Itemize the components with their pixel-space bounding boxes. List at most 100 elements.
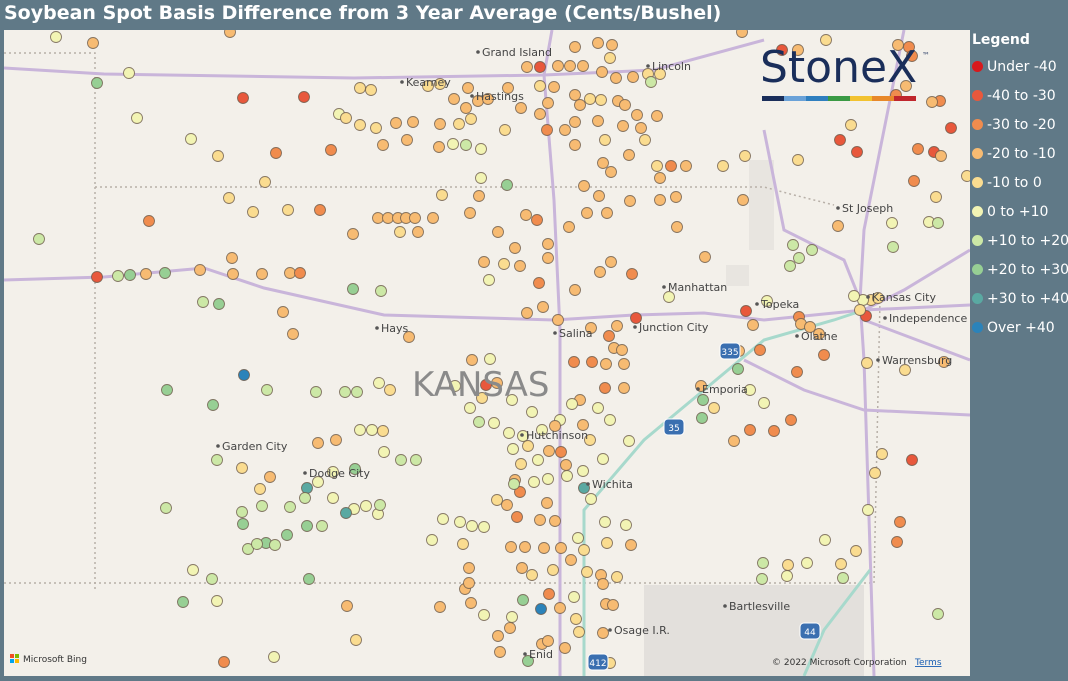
city-label: St Joseph [842, 202, 893, 215]
station-dot [618, 358, 630, 370]
station-dot [91, 271, 103, 283]
logo-text: StoneX [760, 42, 917, 93]
station-dot [578, 544, 590, 556]
bing-logo [10, 659, 14, 663]
station-dot [460, 139, 472, 151]
station-dot [482, 93, 494, 105]
legend-item[interactable]: -20 to -10 [972, 139, 1068, 168]
station-dot [501, 179, 513, 191]
station-dot [623, 149, 635, 161]
legend-item[interactable]: Over +40 [972, 313, 1068, 342]
station-dot [256, 268, 268, 280]
legend-item[interactable]: +30 to +40 [972, 284, 1068, 313]
station-dot [781, 570, 793, 582]
station-dot [818, 349, 830, 361]
station-dot [395, 454, 407, 466]
station-dot [584, 434, 596, 446]
station-dot [837, 572, 849, 584]
station-dot [561, 470, 573, 482]
station-dot [559, 124, 571, 136]
legend-item[interactable]: 0 to +10 [972, 197, 1068, 226]
station-dot [747, 319, 759, 331]
city-label: Osage I.R. [614, 624, 670, 637]
city-label: Wichita [592, 478, 633, 491]
station-dot [504, 622, 516, 634]
station-dot [599, 134, 611, 146]
legend-item[interactable]: -30 to -20 [972, 110, 1068, 139]
station-dot [211, 595, 223, 607]
station-dot [303, 573, 315, 585]
station-dot [310, 386, 322, 398]
station-dot [961, 170, 970, 182]
station-dot [340, 507, 352, 519]
station-dot [624, 195, 636, 207]
station-dot [508, 478, 520, 490]
legend-item[interactable]: -40 to -30 [972, 81, 1068, 110]
station-dot [492, 226, 504, 238]
station-dot [654, 68, 666, 80]
station-dot [869, 467, 881, 479]
station-dot [327, 466, 339, 478]
city-marker [883, 316, 887, 320]
station-dot [732, 363, 744, 375]
station-dot [473, 416, 485, 428]
city-label: Kearney [406, 76, 451, 89]
city-marker [633, 325, 637, 329]
station-dot [572, 532, 584, 544]
station-dot [935, 150, 947, 162]
station-dot [565, 554, 577, 566]
logo-bar [806, 96, 828, 101]
station-dot [287, 328, 299, 340]
station-dot [206, 573, 218, 585]
station-dot [475, 172, 487, 184]
station-dot [526, 569, 538, 581]
legend-swatch [972, 206, 983, 217]
station-dot [776, 44, 788, 56]
station-dot [787, 239, 799, 251]
station-dot [516, 562, 528, 574]
legend-item[interactable]: Under -40 [972, 52, 1068, 81]
logo-bar [762, 96, 784, 101]
station-dot [511, 511, 523, 523]
station-dot [577, 465, 589, 477]
station-dot [900, 80, 912, 92]
station-dot [160, 502, 172, 514]
station-dot [434, 118, 446, 130]
station-dot [261, 384, 273, 396]
station-dot [543, 445, 555, 457]
station-dot [382, 212, 394, 224]
station-dot [600, 358, 612, 370]
city-marker [470, 94, 474, 98]
station-dot [377, 139, 389, 151]
station-dot [284, 267, 296, 279]
station-dot [607, 599, 619, 611]
station-dot [515, 102, 527, 114]
station-dot [639, 134, 651, 146]
station-dot [665, 160, 677, 172]
station-dot [465, 597, 477, 609]
terms-link[interactable]: Terms [914, 658, 942, 668]
station-dot [488, 417, 500, 429]
city-marker [696, 387, 700, 391]
station-dot [507, 443, 519, 455]
station-dot [124, 269, 136, 281]
station-dot [541, 497, 553, 509]
station-dot [341, 600, 353, 612]
legend-item[interactable]: +20 to +30 [972, 255, 1068, 284]
station-dot [259, 176, 271, 188]
station-dot [226, 252, 238, 264]
legend-item[interactable]: -10 to 0 [972, 168, 1068, 197]
station-dot [491, 494, 503, 506]
city-marker [523, 652, 527, 656]
station-dot [351, 386, 363, 398]
station-dot [569, 139, 581, 151]
station-dot [736, 30, 748, 38]
station-dot [757, 557, 769, 569]
city-label: Kansas City [872, 291, 936, 304]
station-dot [908, 175, 920, 187]
station-dot [654, 194, 666, 206]
station-dot [899, 364, 911, 376]
legend-item[interactable]: +10 to +20 [972, 226, 1068, 255]
station-dot [862, 504, 874, 516]
station-dot [330, 434, 342, 446]
